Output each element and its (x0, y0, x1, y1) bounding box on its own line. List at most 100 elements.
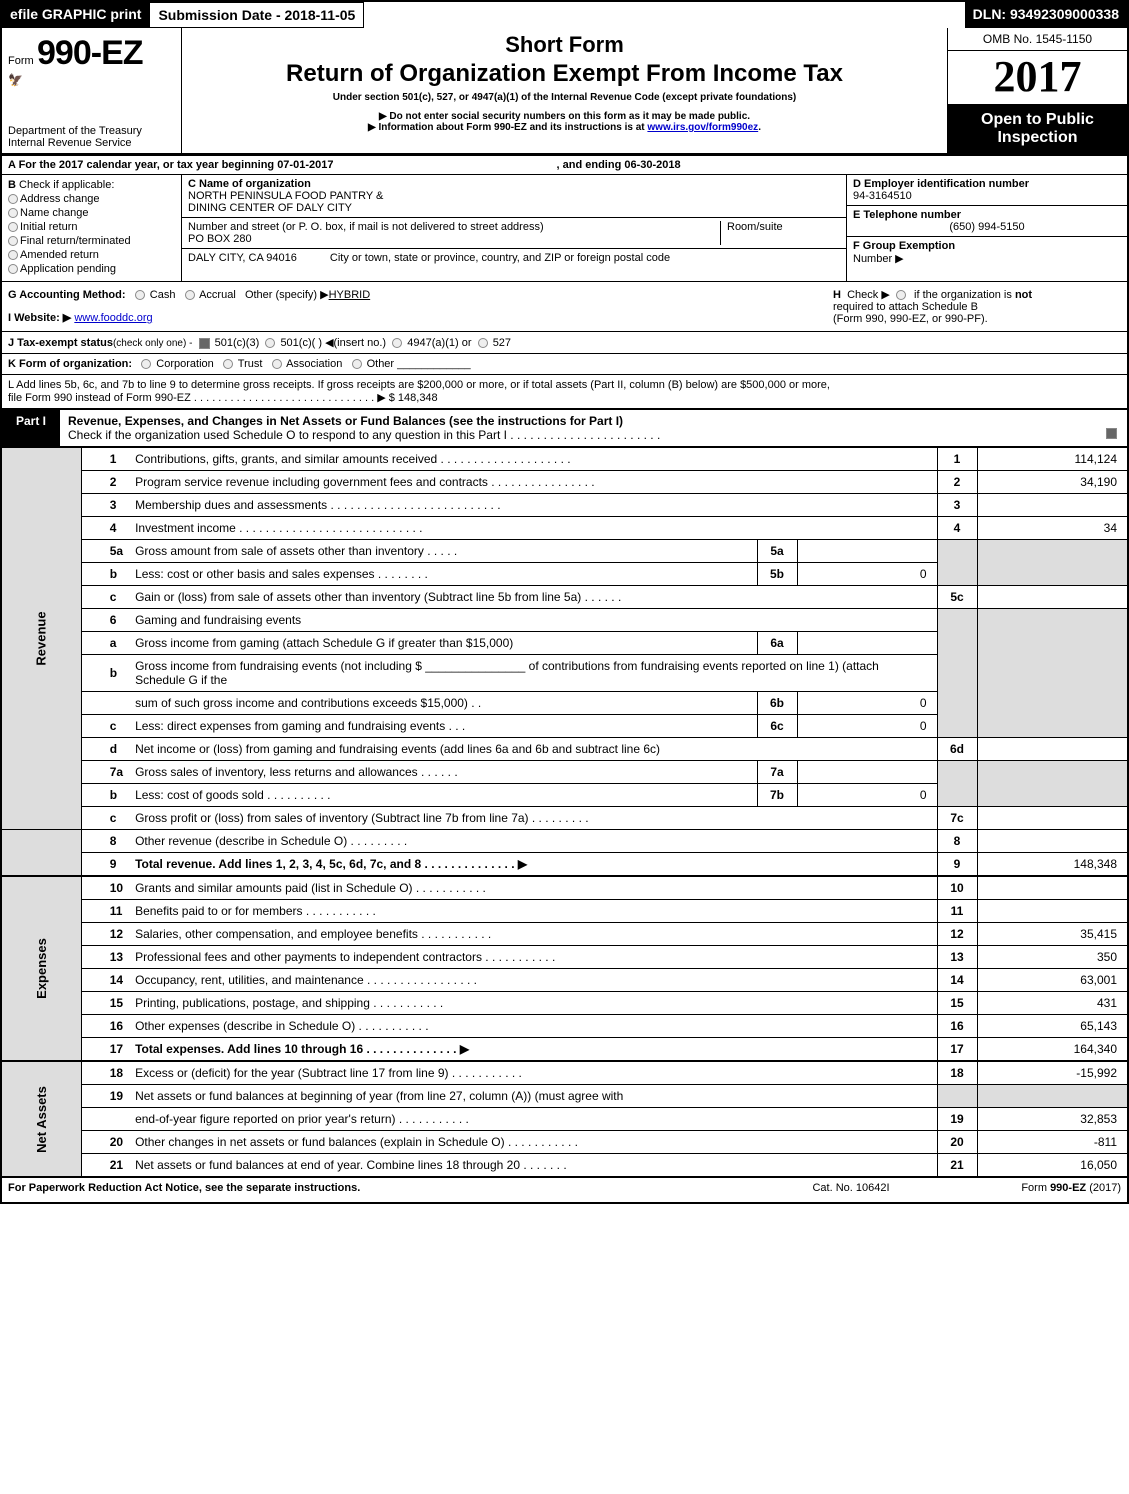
line-21: 21Net assets or fund balances at end of … (2, 1154, 1127, 1177)
subtitle-3: ▶ Information about Form 990-EZ and its … (192, 122, 937, 133)
label-k: K Form of organization: (8, 358, 132, 370)
radio-corp[interactable] (141, 359, 151, 369)
phone-value: (650) 994-5150 (853, 221, 1121, 233)
line-20: 20Other changes in net assets or fund ba… (2, 1131, 1127, 1154)
org-name-1: NORTH PENINSULA FOOD PANTRY & (188, 190, 383, 202)
line-13: 13Professional fees and other payments t… (2, 946, 1127, 969)
check-if-label: Check if applicable: (19, 179, 114, 191)
open-line-1: Open to Public (952, 111, 1123, 129)
l-text-2: file Form 990 instead of Form 990-EZ . .… (8, 392, 438, 404)
h-check-label: Check ▶ (847, 289, 890, 301)
line-a: A For the 2017 calendar year, or tax yea… (2, 155, 1127, 174)
cb-501c3[interactable] (199, 338, 210, 349)
line-12: 12Salaries, other compensation, and empl… (2, 923, 1127, 946)
cb-amended-return[interactable]: Amended return (8, 249, 175, 261)
radio-assoc[interactable] (272, 359, 282, 369)
radio-501c[interactable] (265, 338, 275, 348)
row-g: G Accounting Method: Cash Accrual Other … (2, 281, 1127, 331)
label-street: Number and street (or P. O. box, if mail… (188, 221, 544, 233)
line-a-text-a: A For the 2017 calendar year, or tax yea… (8, 159, 333, 171)
radio-accrual[interactable] (185, 290, 195, 300)
cb-schedule-o[interactable] (1106, 428, 1117, 439)
line-5c: c Gain or (loss) from sale of assets oth… (2, 586, 1127, 609)
line-17: 17Total expenses. Add lines 10 through 1… (2, 1038, 1127, 1062)
line-16: 16Other expenses (describe in Schedule O… (2, 1015, 1127, 1038)
header-left: Form 990-EZ 🦅 Department of the Treasury… (2, 28, 182, 153)
c-city-block: DALY CITY, CA 94016 City or town, state … (182, 249, 846, 267)
cb-application-pending[interactable]: Application pending (8, 263, 175, 275)
section-de: D Employer identification number 94-3164… (847, 175, 1127, 281)
radio-trust[interactable] (223, 359, 233, 369)
sidelabel-expenses: Expenses (34, 938, 49, 999)
line-6d: d Net income or (loss) from gaming and f… (2, 738, 1127, 761)
cb-address-change[interactable]: Address change (8, 193, 175, 205)
line-19: 19 Net assets or fund balances at beginn… (2, 1085, 1127, 1108)
label-e: E Telephone number (853, 209, 961, 221)
instructions-link[interactable]: www.irs.gov/form990ez (647, 122, 758, 133)
line-4: 4 Investment income . . . . . . . . . . … (2, 517, 1127, 540)
g-left: G Accounting Method: Cash Accrual Other … (2, 282, 827, 331)
line-19b: end-of-year figure reported on prior yea… (2, 1108, 1127, 1131)
radio-527[interactable] (478, 338, 488, 348)
form-prefix: Form (8, 55, 34, 67)
tax-year: 2017 (948, 51, 1127, 105)
top-bar: efile GRAPHIC print Submission Date - 20… (2, 2, 1127, 28)
sidelabel-netassets: Net Assets (34, 1086, 49, 1153)
label-j: J Tax-exempt status (8, 337, 113, 349)
h-text-3: (Form 990, 990-EZ, or 990-PF). (833, 313, 988, 325)
label-city: City or town, state or province, country… (330, 252, 670, 264)
part-1-title-text: Revenue, Expenses, and Changes in Net As… (68, 414, 623, 428)
title-main: Return of Organization Exempt From Incom… (192, 60, 937, 88)
line-14: 14Occupancy, rent, utilities, and mainte… (2, 969, 1127, 992)
open-to-public: Open to Public Inspection (948, 105, 1127, 153)
dln-label: DLN: 93492309000338 (965, 2, 1127, 28)
line-7a: 7a Gross sales of inventory, less return… (2, 761, 1127, 784)
line-3: 3 Membership dues and assessments . . . … (2, 494, 1127, 517)
footer-cat-no: Cat. No. 10642I (761, 1182, 941, 1194)
subtitle-2: ▶ Do not enter social security numbers o… (192, 111, 937, 122)
omb-number: OMB No. 1545-1150 (948, 28, 1127, 51)
line-7c: c Gross profit or (loss) from sales of i… (2, 807, 1127, 830)
f-group-block: F Group Exemption Number ▶ (847, 237, 1127, 268)
footer-right: Form 990-EZ (2017) (941, 1182, 1121, 1194)
footer: For Paperwork Reduction Act Notice, see … (2, 1176, 1127, 1202)
block-bc: B Check if applicable: Address change Na… (2, 174, 1127, 281)
label-f: F Group Exemption (853, 240, 955, 252)
d-ein-block: D Employer identification number 94-3164… (847, 175, 1127, 206)
radio-4947[interactable] (392, 338, 402, 348)
row-l: L Add lines 5b, 6c, and 7b to line 9 to … (2, 374, 1127, 408)
line-15: 15Printing, publications, postage, and s… (2, 992, 1127, 1015)
cb-name-change[interactable]: Name change (8, 207, 175, 219)
label-g: G Accounting Method: (8, 289, 126, 301)
label-b: B (8, 179, 16, 191)
form-page: efile GRAPHIC print Submission Date - 20… (0, 0, 1129, 1204)
h-block: H Check ▶ if the organization is not req… (827, 282, 1127, 331)
label-c-name: C Name of organization (188, 178, 311, 190)
cb-final-return[interactable]: Final return/terminated (8, 235, 175, 247)
eagle-icon: 🦅 (8, 73, 175, 88)
line-5a: 5a Gross amount from sale of assets othe… (2, 540, 1127, 563)
form-header: Form 990-EZ 🦅 Department of the Treasury… (2, 28, 1127, 155)
main-grid: Revenue 1 Contributions, gifts, grants, … (2, 447, 1127, 1176)
open-line-2: Inspection (952, 129, 1123, 147)
radio-cash[interactable] (135, 290, 145, 300)
radio-other-org[interactable] (352, 359, 362, 369)
line-a-text-b: , and ending 06-30-2018 (557, 159, 681, 171)
h-text-1: if the organization is (914, 289, 1012, 301)
part-1-title: Revenue, Expenses, and Changes in Net As… (60, 410, 1127, 446)
line-table: Revenue 1 Contributions, gifts, grants, … (2, 447, 1127, 1176)
section-c: C Name of organization NORTH PENINSULA F… (182, 175, 847, 281)
room-label: Room/suite (727, 221, 783, 233)
street-value: PO BOX 280 (188, 233, 252, 245)
radio-h[interactable] (896, 290, 906, 300)
submission-date: Submission Date - 2018-11-05 (149, 2, 364, 28)
row-j: J Tax-exempt status(check only one) - 50… (2, 331, 1127, 353)
part-1-subline: Check if the organization used Schedule … (68, 428, 660, 442)
h-not: not (1015, 289, 1032, 301)
sidelabel-revenue: Revenue (34, 611, 49, 665)
website-link[interactable]: www.fooddc.org (74, 312, 152, 324)
form-number: 990-EZ (37, 34, 143, 72)
subtitle-1: Under section 501(c), 527, or 4947(a)(1)… (192, 92, 937, 103)
cb-initial-return[interactable]: Initial return (8, 221, 175, 233)
org-name-2: DINING CENTER OF DALY CITY (188, 202, 352, 214)
